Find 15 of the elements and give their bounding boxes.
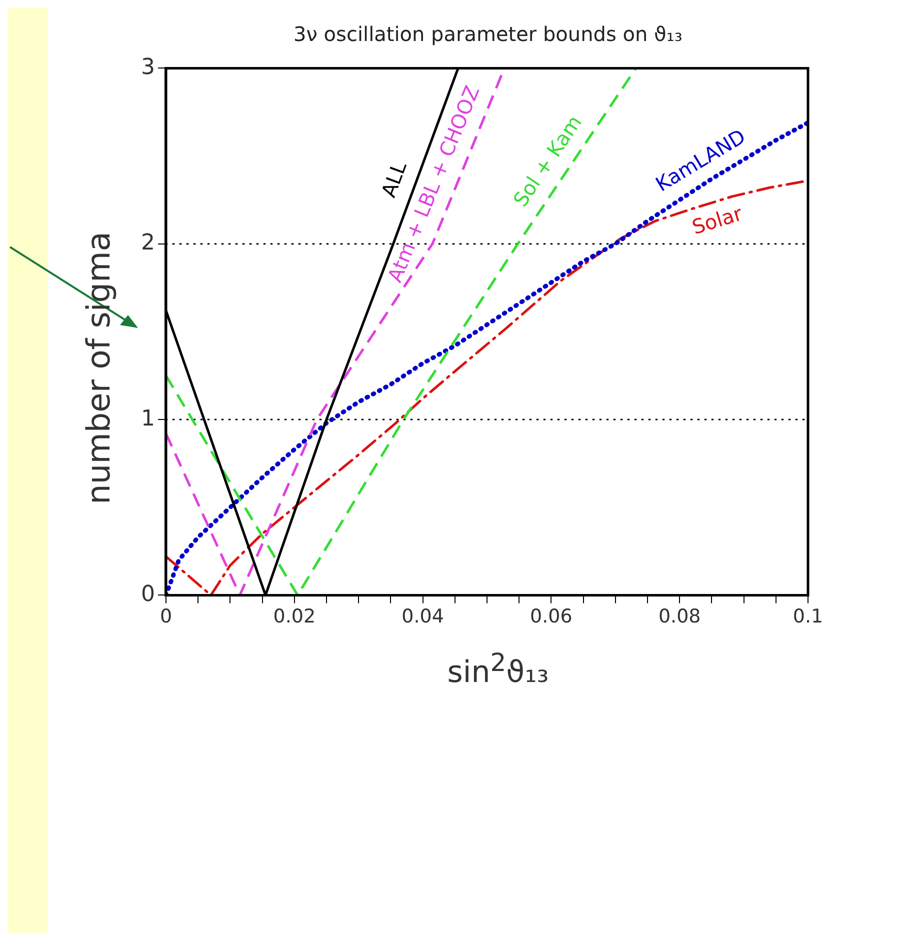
text: ALL: [376, 158, 412, 200]
x-tick-label: 0.04: [402, 606, 444, 628]
y-tick-label: 3: [140, 54, 155, 80]
x-tick-label: 0.1: [792, 606, 824, 628]
x-tick-label: 0.08: [658, 606, 701, 628]
chart-title: 3ν oscillation parameter bounds on ϑ₁₃: [292, 22, 684, 46]
x-tick-label: 0: [160, 606, 172, 628]
y-tick-label: 2: [140, 230, 155, 256]
y-axis-title: number of sigma: [79, 232, 118, 504]
x-tick-label: 0.02: [273, 606, 316, 628]
text: Solar: [689, 200, 746, 240]
x-tick-label: 0.06: [530, 606, 572, 628]
x-axis-title: sin$^{2}$ϑ₁₃: [446, 648, 550, 690]
y-tick-label: 1: [140, 406, 155, 432]
y-tick-label: 0: [140, 582, 155, 607]
